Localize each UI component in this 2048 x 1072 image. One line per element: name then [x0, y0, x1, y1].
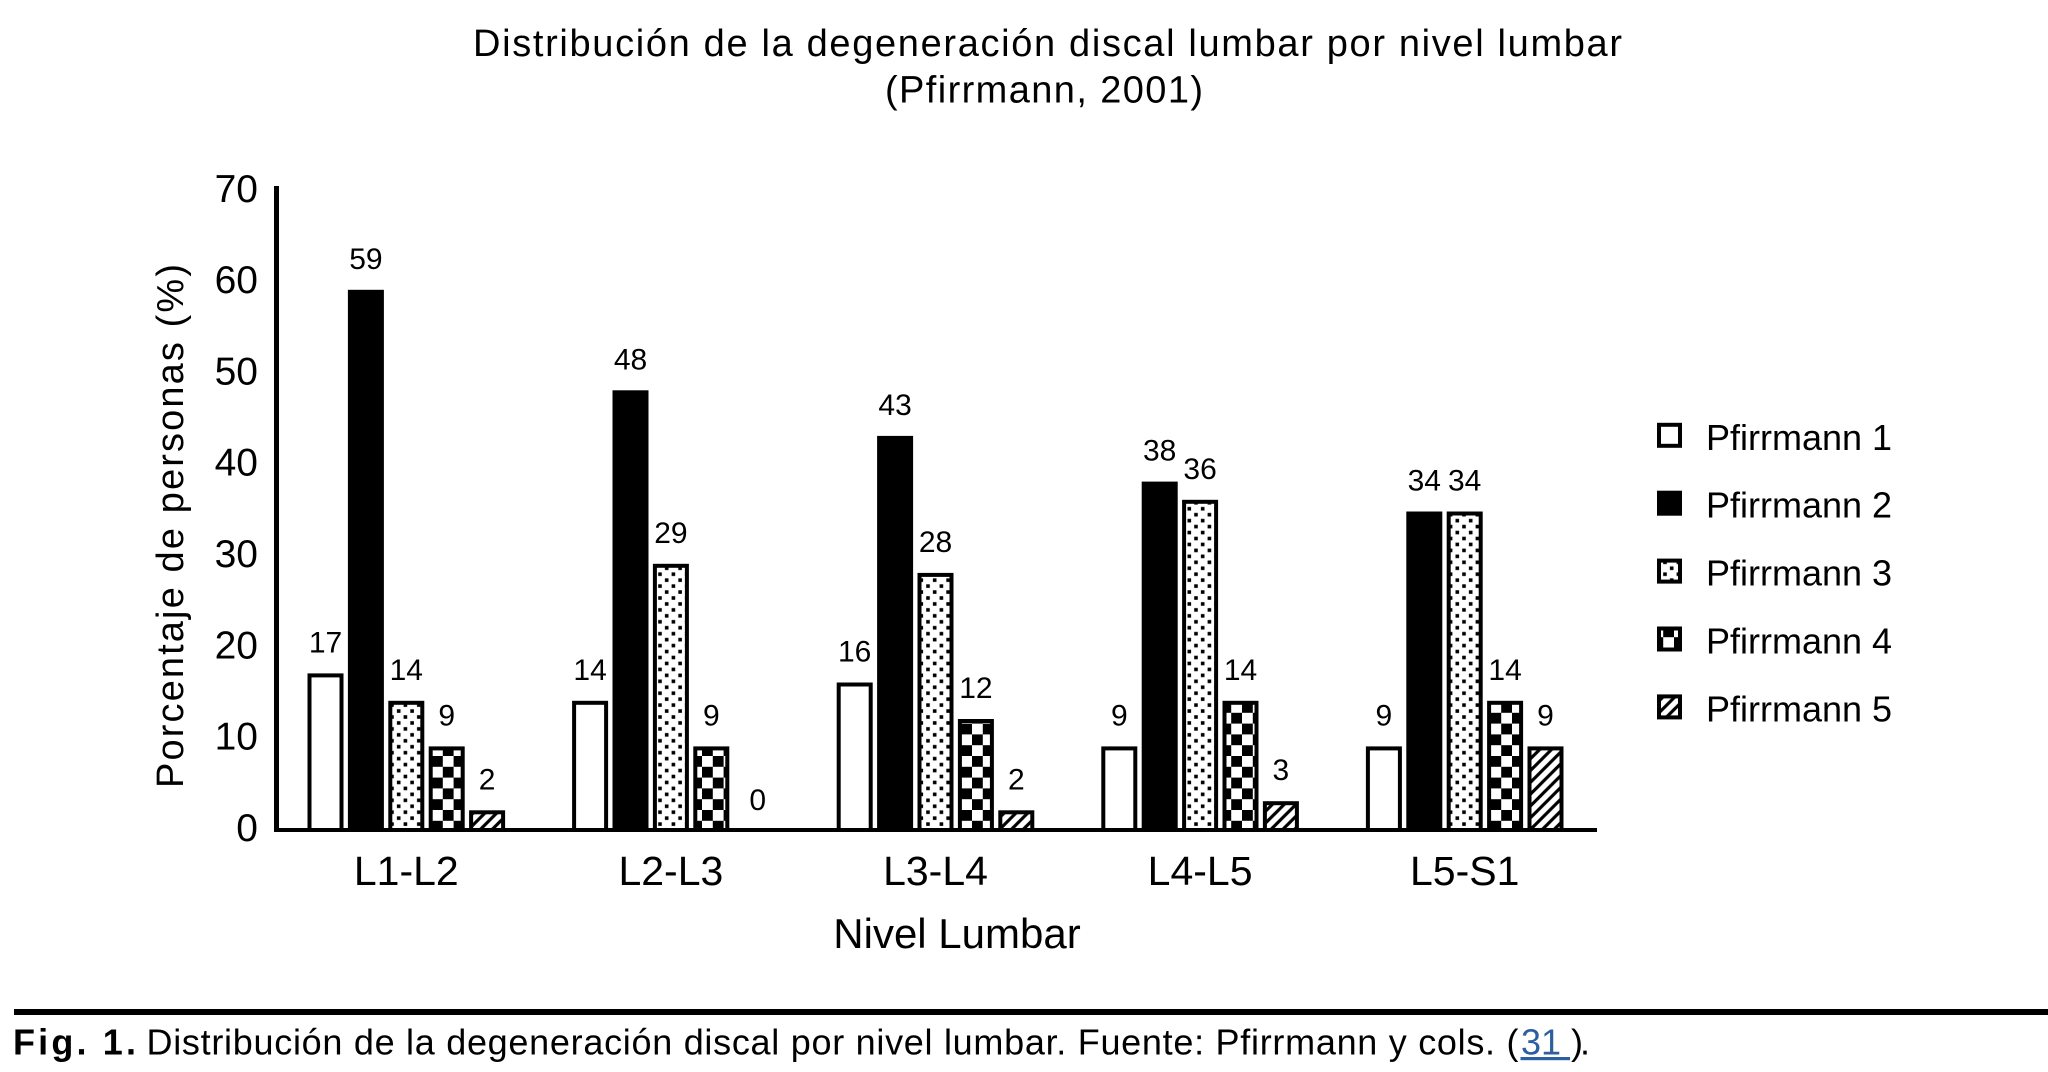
- svg-text:14: 14: [573, 654, 606, 687]
- svg-text:70: 70: [215, 168, 258, 211]
- svg-text:30: 30: [215, 533, 258, 576]
- svg-text:9: 9: [703, 699, 720, 732]
- svg-text:L3-L4: L3-L4: [883, 848, 988, 894]
- svg-text:0: 0: [749, 784, 766, 817]
- svg-text:10: 10: [215, 716, 258, 759]
- svg-text:2: 2: [479, 763, 496, 796]
- svg-text:14: 14: [1224, 654, 1257, 687]
- svg-text:29: 29: [654, 517, 687, 550]
- svg-text:9: 9: [438, 699, 455, 732]
- svg-text:3: 3: [1273, 754, 1290, 787]
- svg-text:).: ).: [1571, 1022, 1590, 1063]
- svg-text:9: 9: [1537, 699, 1554, 732]
- svg-text:9: 9: [1376, 699, 1393, 732]
- svg-text:Pfirrmann 5: Pfirrmann 5: [1706, 688, 1892, 729]
- svg-text:0: 0: [236, 807, 258, 850]
- svg-text:Pfirrmann 2: Pfirrmann 2: [1706, 485, 1892, 526]
- svg-text:Pfirrmann 4: Pfirrmann 4: [1706, 621, 1892, 662]
- svg-text:38: 38: [1143, 435, 1176, 468]
- svg-text:48: 48: [614, 343, 647, 376]
- svg-text:16: 16: [838, 636, 871, 669]
- svg-text:34: 34: [1408, 465, 1441, 498]
- svg-text:(Pfirrmann, 2001): (Pfirrmann, 2001): [885, 70, 1203, 112]
- svg-text:14: 14: [1488, 654, 1521, 687]
- svg-text:34: 34: [1448, 465, 1481, 498]
- svg-text:12: 12: [959, 672, 992, 705]
- svg-text:L2-L3: L2-L3: [618, 848, 723, 894]
- svg-text:2: 2: [1008, 763, 1025, 796]
- svg-text:40: 40: [215, 442, 258, 485]
- svg-text:60: 60: [215, 259, 258, 302]
- svg-text:43: 43: [878, 389, 911, 422]
- svg-text:14: 14: [390, 654, 423, 687]
- svg-text:Distribución de la degeneració: Distribución de la degeneración discal p…: [147, 1022, 1519, 1063]
- svg-text:L1-L2: L1-L2: [354, 848, 459, 894]
- svg-text:28: 28: [919, 526, 952, 559]
- svg-text:9: 9: [1111, 699, 1128, 732]
- svg-text:20: 20: [215, 624, 258, 667]
- svg-text:Distribución de la degeneració: Distribución de la degeneración discal l…: [473, 23, 1622, 65]
- svg-text:36: 36: [1183, 453, 1216, 486]
- svg-text:17: 17: [309, 626, 342, 659]
- svg-text:Pfirrmann 3: Pfirrmann 3: [1706, 553, 1892, 594]
- svg-text:L5-S1: L5-S1: [1410, 848, 1519, 894]
- svg-text:31: 31: [1521, 1022, 1561, 1063]
- svg-text:50: 50: [215, 350, 258, 393]
- svg-text:Nivel Lumbar: Nivel Lumbar: [833, 910, 1080, 957]
- svg-text:Porcentaje de personas (%): Porcentaje de personas (%): [150, 264, 192, 788]
- svg-text:59: 59: [349, 243, 382, 276]
- svg-text:L4-L5: L4-L5: [1148, 848, 1253, 894]
- svg-text:Pfirrmann 1: Pfirrmann 1: [1706, 417, 1892, 458]
